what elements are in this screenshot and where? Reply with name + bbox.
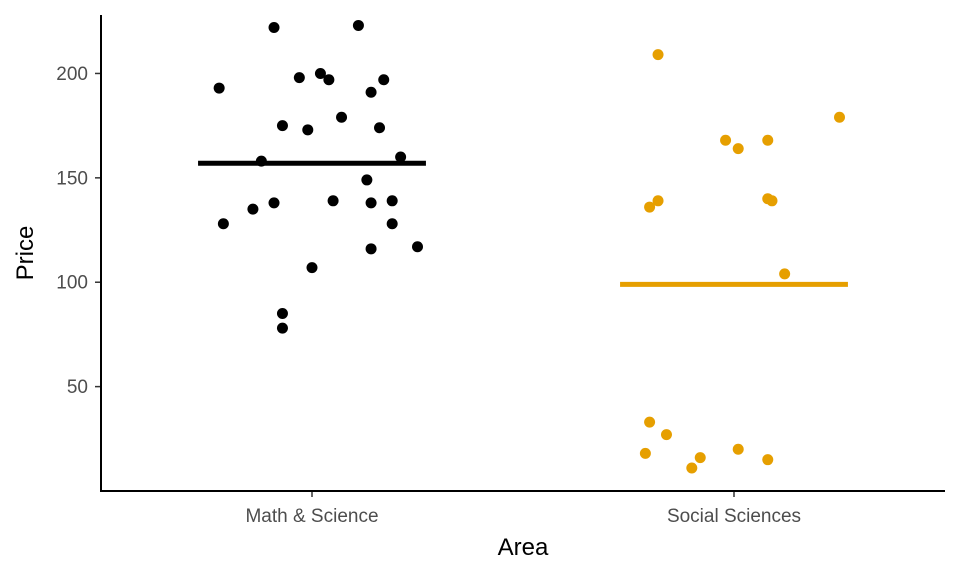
data-point xyxy=(686,462,698,474)
data-point xyxy=(336,111,348,123)
data-point xyxy=(395,151,407,163)
data-point xyxy=(327,195,339,207)
data-point xyxy=(766,195,778,207)
data-point xyxy=(365,86,377,98)
data-point xyxy=(302,124,314,136)
x-axis-title: Area xyxy=(498,534,549,561)
data-point xyxy=(365,197,377,209)
data-point xyxy=(276,120,288,132)
axis-ticks: 50 100 150 200 Math & Science Social Sciences xyxy=(56,64,801,527)
mean-lines xyxy=(198,160,848,287)
data-point xyxy=(378,74,390,86)
data-point xyxy=(644,201,656,213)
y-tick-label: 50 xyxy=(67,377,88,398)
data-point xyxy=(361,174,373,186)
data-point xyxy=(386,195,398,207)
data-point xyxy=(660,429,672,441)
data-point xyxy=(293,72,305,84)
data-point xyxy=(365,243,377,255)
x-tick-label: Math & Science xyxy=(245,506,378,527)
data-point xyxy=(732,143,744,155)
data-point xyxy=(694,452,706,464)
data-point xyxy=(323,74,335,86)
data-point xyxy=(374,122,386,134)
data-point xyxy=(247,203,259,215)
data-point xyxy=(217,218,229,230)
data-point xyxy=(762,134,774,146)
data-point xyxy=(732,443,744,455)
data-point xyxy=(762,454,774,466)
y-tick-label: 150 xyxy=(56,168,88,189)
data-point xyxy=(652,195,664,207)
data-point xyxy=(386,218,398,230)
y-tick-label: 200 xyxy=(56,64,88,85)
data-point xyxy=(276,322,288,334)
data-point xyxy=(834,111,845,123)
x-tick-label: Social Sciences xyxy=(667,506,801,527)
data-point xyxy=(352,19,364,31)
data-point xyxy=(720,134,732,146)
data-point xyxy=(306,262,318,274)
data-point xyxy=(268,22,280,34)
data-point xyxy=(276,308,288,320)
data-point xyxy=(268,197,280,209)
data-point xyxy=(652,49,664,61)
data-point xyxy=(412,241,423,253)
data-point xyxy=(644,416,656,428)
data-point xyxy=(314,67,326,79)
data-points xyxy=(213,19,845,474)
y-tick-label: 100 xyxy=(56,273,88,294)
data-point xyxy=(639,447,651,459)
data-point xyxy=(213,82,225,94)
y-axis-title: Price xyxy=(12,226,39,281)
data-point xyxy=(779,268,791,280)
